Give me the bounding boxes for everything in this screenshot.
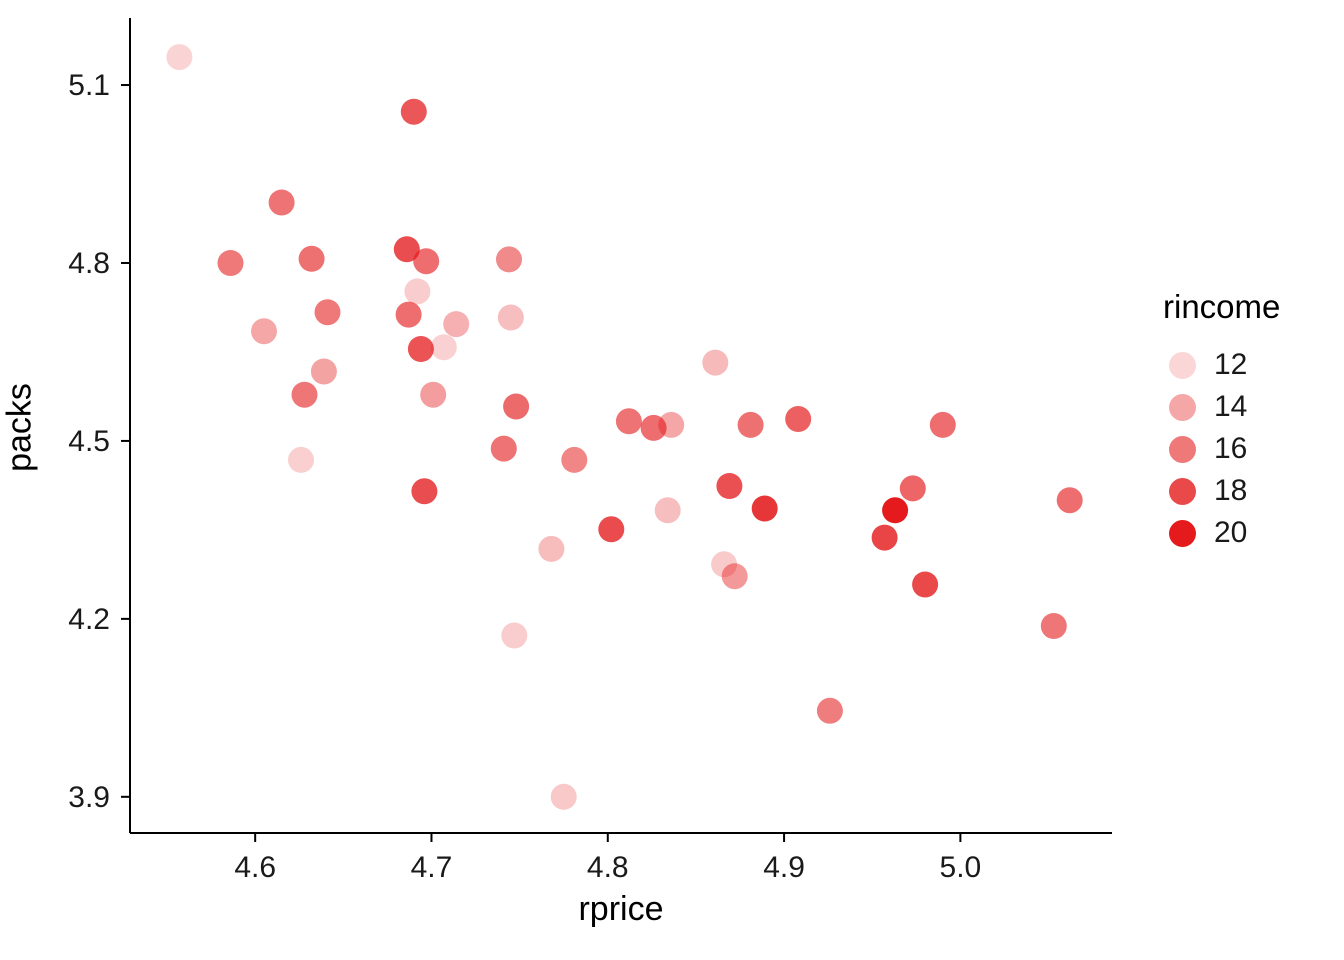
data-point: [550, 783, 577, 810]
legend-label: 18: [1214, 474, 1248, 507]
data-point: [785, 406, 812, 432]
data-point: [404, 278, 431, 305]
data-point: [871, 524, 898, 551]
data-point: [561, 446, 588, 473]
legend-item: 20: [1169, 512, 1280, 554]
data-point: [314, 299, 341, 326]
data-point: [615, 408, 642, 435]
data-point: [497, 304, 524, 331]
legend-item: 12: [1169, 344, 1280, 386]
data-point: [737, 411, 764, 438]
legend-item: 18: [1169, 470, 1280, 512]
legend-swatch-icon: [1169, 351, 1196, 379]
legend: rincome 12 14 16 18 20: [1163, 288, 1280, 554]
data-point: [400, 98, 427, 125]
x-tick-label: 4.8: [587, 851, 629, 884]
data-point: [929, 411, 956, 438]
data-point: [251, 318, 277, 345]
data-point: [702, 349, 729, 376]
data-point: [411, 478, 438, 505]
y-tick-label: 4.8: [68, 247, 110, 280]
x-tick-label: 4.7: [411, 851, 453, 884]
data-point: [496, 246, 522, 273]
data-point: [288, 446, 314, 473]
legend-label: 14: [1214, 390, 1248, 423]
data-point: [1040, 613, 1067, 639]
data-point: [751, 495, 778, 522]
data-point: [538, 535, 565, 562]
data-point: [882, 497, 909, 524]
data-point: [912, 571, 939, 598]
data-point: [310, 358, 337, 385]
data-point: [407, 336, 434, 362]
data-point: [420, 381, 447, 408]
data-point: [217, 250, 244, 276]
data-point: [598, 516, 625, 543]
data-point: [654, 497, 681, 524]
legend-label: 16: [1214, 432, 1248, 465]
legend-swatch-icon: [1169, 393, 1196, 421]
legend-items: 12 14 16 18 20: [1163, 344, 1280, 554]
data-point: [721, 563, 748, 590]
data-point: [393, 236, 420, 263]
data-point: [711, 551, 738, 578]
legend-label: 12: [1214, 348, 1248, 381]
data-point: [413, 248, 440, 275]
data-point: [501, 622, 528, 649]
data-point: [899, 475, 926, 502]
data-point: [503, 393, 530, 420]
legend-item: 16: [1169, 428, 1280, 470]
legend-swatch-icon: [1169, 477, 1196, 505]
data-point: [1056, 487, 1083, 514]
data-point: [430, 334, 457, 361]
data-point: [640, 414, 667, 441]
data-point: [816, 697, 843, 724]
data-point: [716, 473, 743, 499]
legend-swatch-icon: [1169, 519, 1196, 547]
y-tick-label: 5.1: [68, 69, 110, 102]
data-point: [166, 44, 193, 71]
data-point: [395, 301, 422, 328]
data-point: [443, 311, 470, 338]
legend-title: rincome: [1163, 288, 1281, 325]
data-point: [268, 189, 295, 216]
data-point: [298, 245, 325, 272]
y-tick-label: 4.5: [68, 425, 110, 458]
legend-label: 20: [1214, 516, 1248, 549]
x-axis-title: rprice: [578, 890, 664, 928]
y-axis-title: packs: [0, 383, 39, 472]
data-point: [658, 411, 685, 438]
x-tick-label: 4.9: [763, 851, 805, 884]
legend-swatch-icon: [1169, 435, 1196, 463]
data-point: [490, 435, 517, 462]
x-tick-label: 4.6: [234, 851, 276, 884]
y-tick-label: 3.9: [68, 781, 110, 814]
data-point: [291, 381, 318, 408]
y-tick-label: 4.2: [68, 603, 110, 636]
legend-item: 14: [1169, 386, 1280, 428]
x-tick-label: 5.0: [940, 851, 982, 884]
